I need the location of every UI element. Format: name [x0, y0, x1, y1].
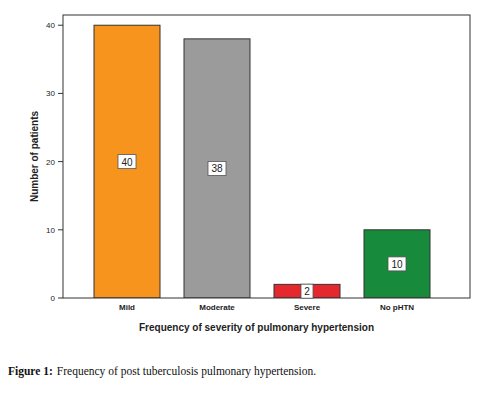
- chart: 0 10 20 30 40 Mild Moderate Severe No pHTN 40 38 2 1…: [0, 0, 479, 397]
- background: [0, 0, 479, 397]
- y-tick: [58, 298, 63, 299]
- data-label: 2: [304, 286, 310, 297]
- data-label-box: [118, 155, 136, 169]
- caption: Figure 1: Frequency of post tuberculosis …: [8, 365, 316, 378]
- y-tick: [58, 229, 63, 230]
- data-label: 38: [211, 163, 223, 174]
- plot-frame: [63, 15, 470, 298]
- bar: [184, 39, 250, 298]
- y-tick: [58, 161, 63, 162]
- data-label-box: [388, 257, 406, 271]
- bars: [94, 25, 430, 298]
- caption-text: Frequency of post tuberculosis pulmonary…: [57, 365, 316, 378]
- bar: [274, 284, 340, 298]
- data-label-box: [208, 161, 226, 175]
- y-tick: [58, 93, 63, 94]
- page: {"chart_data": {"type": "bar", "x_label"…: [0, 0, 479, 397]
- y-tick-label: 0: [51, 294, 56, 303]
- y-tick: [58, 25, 63, 26]
- y-tick-label: 10: [46, 226, 55, 235]
- x-tick-label: No pHTN: [380, 303, 414, 312]
- data-label-box: [301, 284, 313, 298]
- x-axis-label: Frequency of severity of pulmonary hyper…: [139, 322, 374, 333]
- x-tick-label: Moderate: [199, 303, 235, 312]
- x-tick-label: Mild: [119, 303, 135, 312]
- figure-label: Figure 1:: [8, 365, 53, 378]
- bar: [94, 25, 160, 298]
- y-tick-label: 20: [46, 158, 55, 167]
- data-label: 10: [391, 259, 403, 270]
- y-tick-label: 30: [46, 89, 55, 98]
- y-tick-label: 40: [46, 21, 55, 30]
- data-label: 40: [121, 157, 133, 168]
- bar: [364, 230, 430, 298]
- chart-root: 0 10 20 30 40 Mild Moderate Severe No pHTN 40 38 2 1…: [0, 0, 479, 397]
- y-axis-label: Number of patients: [29, 111, 40, 203]
- x-tick-label: Severe: [294, 303, 321, 312]
